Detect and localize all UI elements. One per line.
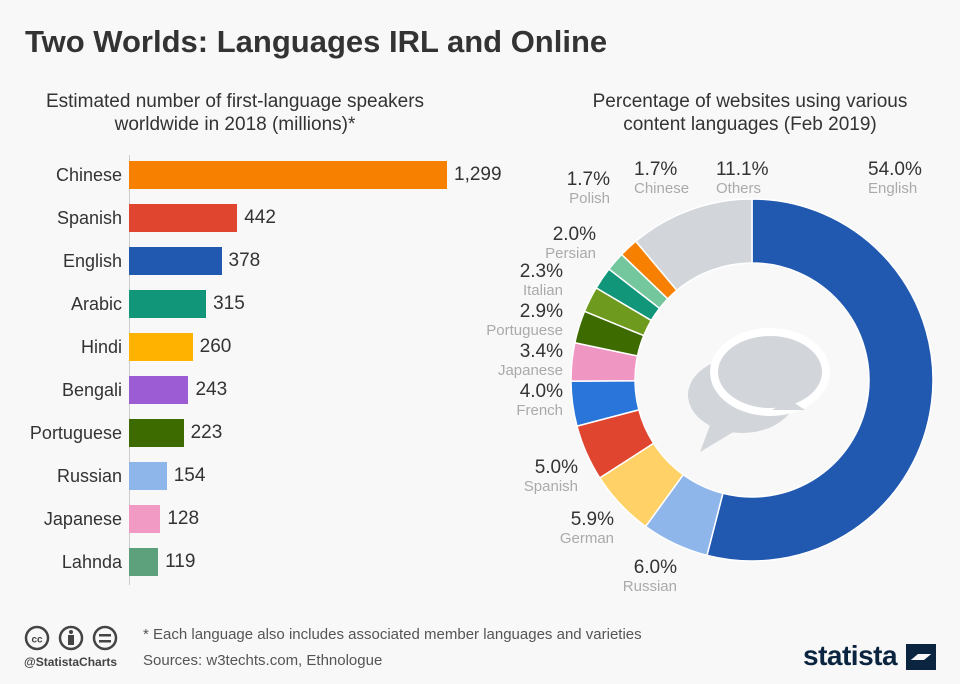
page-title: Two Worlds: Languages IRL and Online xyxy=(25,24,608,59)
bar-value-label: 119 xyxy=(165,551,196,572)
donut-value-label: 54.0% xyxy=(868,159,922,180)
donut-value-label: 1.7% xyxy=(634,159,678,180)
statista-logo-icon xyxy=(906,644,936,670)
donut-category-label: Chinese xyxy=(634,180,690,197)
donut-value-label: 5.0% xyxy=(534,457,578,478)
donut-category-label: Japanese xyxy=(497,362,563,379)
donut-category-label: English xyxy=(868,180,918,197)
bar-category-label: Bengali xyxy=(61,380,122,400)
donut-value-label: 11.1% xyxy=(716,159,769,180)
bar-bengali xyxy=(129,376,189,404)
bar-category-label: Spanish xyxy=(56,208,122,228)
bar-hindi xyxy=(129,333,193,361)
bar-value-label: 223 xyxy=(190,422,223,443)
statista-logo: statista xyxy=(803,640,898,671)
bar-english xyxy=(129,247,222,275)
creative-commons-icon: cc xyxy=(24,625,50,651)
bar-value-label: 442 xyxy=(244,207,276,228)
donut-value-label: 2.9% xyxy=(519,301,563,322)
bar-chinese xyxy=(129,161,447,189)
attribution-icon xyxy=(58,625,84,651)
bar-value-label: 315 xyxy=(213,293,245,314)
bar-value-label: 154 xyxy=(173,465,206,486)
donut-category-label: Others xyxy=(716,180,762,197)
bar-category-label: Arabic xyxy=(70,294,122,314)
donut-label-english: 54.0% English xyxy=(868,160,922,198)
donut-label-polish: 1.7% Polish xyxy=(567,170,610,208)
bar-category-label: Portuguese xyxy=(29,423,122,443)
donut-value-label: 4.0% xyxy=(519,381,563,402)
bar-category-label: Lahnda xyxy=(61,552,122,572)
bar-category-label: Hindi xyxy=(80,337,122,357)
donut-label-german: 5.9% German xyxy=(560,510,614,548)
bar-category-label: Russian xyxy=(56,466,122,486)
license-icons: cc xyxy=(24,625,118,651)
bar-axis xyxy=(129,155,130,585)
bar-spanish xyxy=(129,204,238,232)
donut-value-label: 1.7% xyxy=(566,169,610,190)
donut-category-label: Italian xyxy=(522,282,563,299)
footnote: * Each language also includes associated… xyxy=(143,626,642,643)
chat-bubbles-icon xyxy=(688,328,830,452)
svg-text:cc: cc xyxy=(31,635,43,646)
bar-lahnda xyxy=(129,548,159,576)
bar-chart-title: Estimated number of first-language speak… xyxy=(45,91,425,135)
bar-value-label: 243 xyxy=(195,379,228,400)
donut-category-label: French xyxy=(516,402,563,419)
bar-category-label: English xyxy=(62,251,122,271)
bar-value-label: 378 xyxy=(228,250,261,271)
donut-chart-title: Percentage of websites using various con… xyxy=(592,91,908,135)
donut-label-chinese: 1.7% Chinese xyxy=(634,160,689,198)
social-handle: @StatistaCharts xyxy=(24,655,118,669)
bar-portuguese xyxy=(129,419,184,447)
donut-category-label: German xyxy=(559,530,614,547)
slice-english xyxy=(706,198,934,562)
bar-category-label: Chinese xyxy=(55,165,122,185)
donut-label-portuguese: 2.9% Portuguese xyxy=(486,302,563,340)
bar-value-label: 1,299 xyxy=(454,164,502,185)
donut-label-persian: 2.0% Persian xyxy=(545,225,596,263)
bar-japanese xyxy=(129,505,161,533)
donut-category-label: Portuguese xyxy=(486,322,563,339)
donut-value-label: 3.4% xyxy=(519,341,563,362)
donut-value-label: 2.0% xyxy=(552,224,596,245)
donut-label-others: 11.1% Others xyxy=(716,160,768,198)
donut-category-label: Spanish xyxy=(523,478,578,495)
no-derivatives-icon xyxy=(92,625,118,651)
bar-russian xyxy=(129,462,167,490)
donut-value-label: 2.3% xyxy=(519,261,563,282)
donut-category-label: Russian xyxy=(622,578,677,595)
donut-value-label: 6.0% xyxy=(633,557,677,578)
donut-label-italian: 2.3% Italian xyxy=(520,262,563,300)
bar-arabic xyxy=(129,290,207,318)
bar-value-label: 128 xyxy=(167,508,200,529)
donut-label-japanese: 3.4% Japanese xyxy=(498,342,563,380)
donut-category-label: Persian xyxy=(545,245,596,262)
slice-others xyxy=(634,198,753,292)
donut-value-label: 5.9% xyxy=(570,509,614,530)
bar-category-label: Japanese xyxy=(43,509,122,529)
bar-value-label: 260 xyxy=(199,336,232,357)
donut-label-french: 4.0% French xyxy=(516,382,563,420)
donut-label-russian: 6.0% Russian xyxy=(623,558,677,596)
sources: Sources: w3techts.com, Ethnologue xyxy=(143,652,383,669)
donut-category-label: Polish xyxy=(569,190,610,207)
donut-label-spanish: 5.0% Spanish xyxy=(524,458,578,496)
